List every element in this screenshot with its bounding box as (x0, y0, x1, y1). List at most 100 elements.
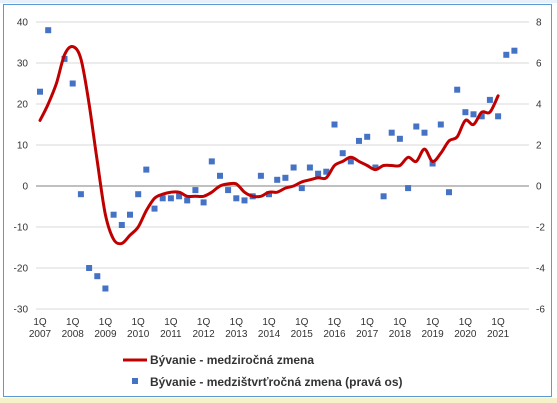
x-tick-quarter: 1Q (131, 317, 145, 328)
right-tick-label: 2 (536, 141, 542, 152)
scatter-point (241, 197, 248, 204)
right-tick-label: -6 (536, 305, 545, 316)
x-tick-quarter: 1Q (491, 317, 505, 328)
scatter-point (495, 113, 502, 120)
bottom-band (0, 398, 557, 403)
scatter-point (225, 187, 232, 194)
scatter-point (356, 137, 362, 144)
scatter-point (405, 185, 412, 192)
scatter-point (511, 47, 518, 54)
x-tick-year: 2013 (225, 329, 248, 340)
left-tick-label: 10 (17, 141, 29, 152)
x-tick-year: 2021 (487, 329, 510, 340)
x-tick-quarter: 1Q (99, 317, 113, 328)
x-tick-quarter: 1Q (197, 317, 211, 328)
scatter-point (86, 265, 93, 271)
scatter-point (462, 109, 469, 116)
scatter-point (413, 123, 420, 130)
x-tick-year: 2007 (29, 329, 52, 340)
legend-label-scatter: Bývanie - medzištvrťročná zmena (pravá o… (150, 375, 403, 389)
scatter-point (192, 187, 199, 194)
x-tick-year: 2016 (323, 329, 346, 340)
right-tick-label: 8 (536, 18, 542, 29)
left-tick-label: 40 (17, 18, 29, 29)
scatter-point (266, 191, 272, 198)
scatter-point (290, 164, 297, 171)
left-tick-label: 30 (17, 59, 29, 70)
scatter-point (257, 172, 264, 179)
x-tick-year: 2012 (192, 329, 215, 340)
scatter-point (347, 158, 354, 165)
scatter-point (503, 51, 510, 58)
right-tick-label: -4 (536, 264, 545, 275)
x-tick-year: 2008 (62, 329, 85, 340)
scatter-point (331, 121, 338, 128)
x-tick-quarter: 1Q (426, 317, 440, 328)
scatter-point (77, 191, 84, 198)
scatter-point (315, 170, 322, 177)
scatter-point (118, 222, 125, 228)
left-tick-label: -20 (14, 264, 29, 275)
line-series (38, 45, 500, 246)
x-tick-year: 2014 (258, 329, 281, 340)
scatter-point (323, 168, 330, 175)
x-tick-quarter: 1Q (164, 317, 178, 328)
left-tick-label: 0 (22, 182, 28, 193)
scatter-point (298, 185, 305, 192)
x-tick-year: 2019 (422, 329, 445, 340)
x-tick-year: 2011 (160, 329, 182, 340)
right-tick-label: 6 (536, 59, 542, 70)
scatter-point (454, 86, 461, 93)
scatter-point (470, 111, 477, 118)
scatter-point (372, 164, 379, 171)
chart-frame (3, 4, 552, 397)
scatter-point (102, 285, 109, 292)
left-tick-label: -30 (14, 305, 29, 316)
scatter-point (478, 113, 485, 120)
scatter-point (217, 172, 223, 179)
right-tick-label: 4 (536, 100, 542, 111)
legend-label-line: Bývanie - medziročná zmena (150, 353, 314, 367)
scatter-point (437, 121, 444, 128)
x-tick-year: 2015 (291, 329, 314, 340)
scatter-point (110, 211, 117, 218)
x-tick-quarter: 1Q (361, 317, 375, 328)
x-tick-quarter: 1Q (393, 317, 407, 328)
x-axis: 1Q20071Q20081Q20091Q20101Q20111Q20121Q20… (29, 317, 510, 340)
legend-square-swatch (132, 378, 138, 384)
x-tick-quarter: 1Q (66, 317, 80, 328)
top-band (0, 0, 557, 3)
scatter-point (364, 133, 371, 140)
scatter-point (380, 193, 387, 200)
scatter-point (176, 193, 183, 200)
scatter-point (274, 176, 281, 183)
scatter-point (339, 150, 346, 157)
scatter-point (446, 189, 452, 196)
right-tick-label: 0 (536, 182, 542, 193)
yoy-line (38, 45, 500, 246)
legend: Bývanie - medziročná zmena Bývanie - med… (123, 353, 403, 389)
left-tick-label: 20 (17, 100, 29, 111)
x-tick-year: 2017 (356, 329, 379, 340)
x-tick-quarter: 1Q (230, 317, 244, 328)
x-tick-year: 2009 (94, 329, 117, 340)
scatter-point (184, 197, 191, 204)
scatter-point (69, 80, 76, 87)
scatter-point (151, 205, 158, 212)
scatter-point (282, 174, 289, 181)
scatter-point (208, 158, 215, 165)
x-tick-quarter: 1Q (328, 317, 342, 328)
scatter-point (167, 195, 174, 202)
scatter-point (159, 195, 166, 202)
scatter-series (37, 27, 518, 292)
scatter-point (486, 96, 493, 103)
scatter-point (45, 27, 52, 34)
x-tick-year: 2018 (389, 329, 412, 340)
scatter-point (388, 129, 395, 136)
x-tick-quarter: 1Q (33, 317, 47, 328)
scatter-point (396, 135, 403, 142)
scatter-point (200, 199, 207, 206)
left-axis: -30 -20 -10 0 10 20 30 40 (14, 18, 29, 316)
scatter-point (37, 88, 43, 95)
